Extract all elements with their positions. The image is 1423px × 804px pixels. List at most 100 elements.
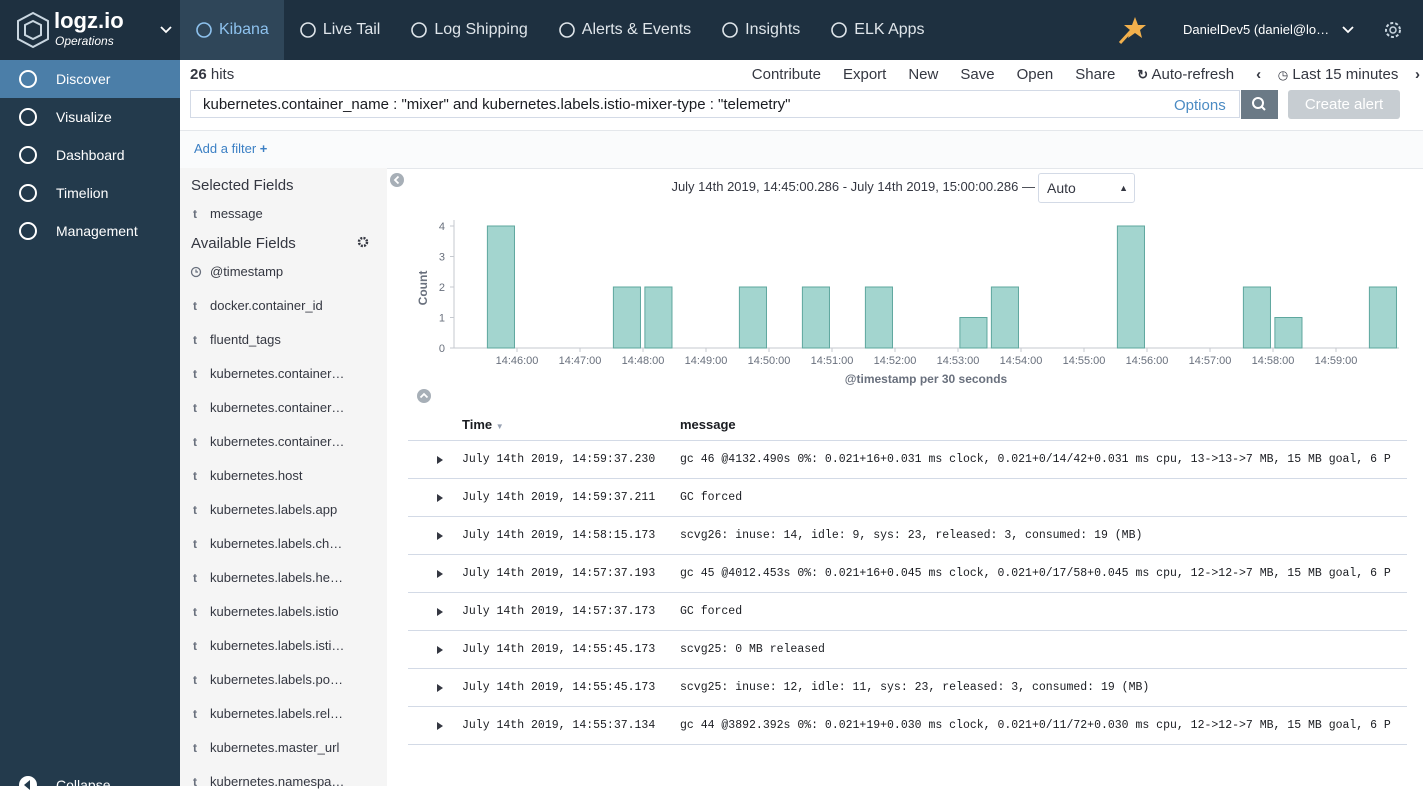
toolbar-action[interactable]: New xyxy=(908,66,939,83)
collapse[interactable]: Collapse xyxy=(0,766,180,804)
table-row: July 14th 2019, 14:58:15.173 scvg26: inus… xyxy=(408,517,1407,555)
toolbar-action[interactable]: Open xyxy=(1016,66,1054,83)
x-tick-label: 14:50:00 xyxy=(748,355,791,367)
field-type: t xyxy=(193,333,197,347)
column-label: Time xyxy=(462,417,493,432)
side-item[interactable]: Timelion xyxy=(0,174,180,212)
field-name[interactable]: kubernetes.labels.ch… xyxy=(210,536,343,551)
hits-count: 26 xyxy=(190,66,207,83)
nav-item[interactable]: ELK Apps xyxy=(815,0,939,60)
query-options[interactable]: Options xyxy=(1174,97,1226,114)
field-name[interactable]: kubernetes.labels.rel… xyxy=(210,706,343,721)
cell-time: July 14th 2019, 14:57:37.193 xyxy=(462,567,656,580)
search-button[interactable] xyxy=(1241,90,1278,119)
y-axis-title: Count xyxy=(416,271,430,306)
table-row: July 14th 2019, 14:55:37.134 gc 44 @3892.… xyxy=(408,707,1407,745)
query-input[interactable]: kubernetes.container_name : "mixer" and … xyxy=(190,90,1240,118)
logo[interactable]: logz.io Operations xyxy=(0,0,180,60)
table-header: Time ▼ message xyxy=(408,408,1407,441)
bar xyxy=(1242,286,1271,349)
field-name[interactable]: message xyxy=(210,206,263,221)
toolbar-action[interactable]: Contribute xyxy=(751,66,821,83)
expand-row[interactable] xyxy=(436,531,444,541)
side-label: Dashboard xyxy=(56,147,125,163)
side-label: Timelion xyxy=(56,185,109,201)
auto-refresh[interactable]: ↻ Auto-refresh xyxy=(1137,66,1235,83)
toolbar-action[interactable]: Save xyxy=(960,66,995,83)
y-tick-label: 3 xyxy=(439,252,445,264)
nav-item[interactable]: Live Tail xyxy=(284,0,396,60)
nav-item[interactable]: Alerts & Events xyxy=(543,0,706,60)
nav-icon xyxy=(411,22,428,38)
query-text: kubernetes.container_name : "mixer" and … xyxy=(203,96,791,113)
side-item[interactable]: Visualize xyxy=(0,98,180,136)
field-name[interactable]: docker.container_id xyxy=(210,298,323,313)
expand-row[interactable] xyxy=(436,721,444,731)
x-tick-label: 14:46:00 xyxy=(496,355,539,367)
user-menu[interactable]: DanielDev5 (daniel@lo… xyxy=(1183,22,1330,37)
field-name[interactable]: kubernetes.labels.po… xyxy=(210,672,343,687)
cell-time: July 14th 2019, 14:55:37.134 xyxy=(462,719,656,732)
field-name[interactable]: kubernetes.container… xyxy=(210,434,345,449)
field-type: t xyxy=(193,537,197,551)
field-name[interactable]: kubernetes.container… xyxy=(210,400,345,415)
field-name[interactable]: kubernetes.host xyxy=(210,468,303,483)
wand-icon[interactable] xyxy=(1117,15,1149,45)
field-name[interactable]: kubernetes.labels.istio xyxy=(210,604,339,619)
side-icon xyxy=(19,108,37,126)
y-tick-label: 2 xyxy=(439,282,445,294)
add-filter-label: Add a filter xyxy=(194,141,257,156)
nav-item[interactable]: Kibana xyxy=(180,0,284,60)
cell-time: July 14th 2019, 14:57:37.173 xyxy=(462,605,656,618)
field-name[interactable]: kubernetes.namespa… xyxy=(210,774,345,789)
x-axis-title: @timestamp per 30 seconds xyxy=(845,372,1008,386)
field-name[interactable]: kubernetes.labels.isti… xyxy=(210,638,345,653)
nav-icon xyxy=(300,22,316,38)
table-row: July 14th 2019, 14:59:37.211 GC forced xyxy=(408,479,1407,517)
field-name[interactable]: fluentd_tags xyxy=(210,332,281,347)
field-name[interactable]: @timestamp xyxy=(210,264,284,279)
field-name[interactable]: kubernetes.labels.he… xyxy=(210,570,343,585)
time-picker[interactable]: ‹ ◷ Last 15 minutes › xyxy=(1256,66,1420,83)
side-label: Discover xyxy=(56,71,111,87)
nav-item[interactable]: Log Shipping xyxy=(395,0,542,60)
create-alert-button[interactable]: Create alert xyxy=(1288,90,1400,119)
bar xyxy=(959,317,988,349)
bar xyxy=(990,286,1019,349)
fields-settings[interactable] xyxy=(357,236,369,248)
collapse-chart[interactable] xyxy=(416,388,432,404)
nav-item[interactable]: Insights xyxy=(706,0,815,60)
x-tick-label: 14:59:00 xyxy=(1315,355,1358,367)
field-type: t xyxy=(193,503,197,517)
field-name[interactable]: kubernetes.master_url xyxy=(210,740,340,755)
side-item[interactable]: Dashboard xyxy=(0,136,180,174)
side-item[interactable]: Discover xyxy=(0,60,180,98)
user-dropdown[interactable] xyxy=(1342,25,1354,35)
nav-icon xyxy=(722,22,738,38)
field-type: t xyxy=(193,571,197,585)
x-tick-label: 14:49:00 xyxy=(685,355,728,367)
expand-row[interactable] xyxy=(436,645,444,655)
cell-message: GC forced xyxy=(680,605,743,618)
expand-row[interactable] xyxy=(436,455,444,465)
field-name[interactable]: kubernetes.labels.app xyxy=(210,502,338,517)
expand-row[interactable] xyxy=(436,569,444,579)
cell-message: scvg25: 0 MB released xyxy=(680,643,825,656)
collapse-fields[interactable] xyxy=(389,172,405,188)
settings-icon[interactable] xyxy=(1383,20,1403,40)
add-filter[interactable]: Add a filter + xyxy=(194,141,268,156)
x-tick-label: 14:47:00 xyxy=(559,355,602,367)
expand-row[interactable] xyxy=(436,607,444,617)
column-header[interactable]: Time ▼ xyxy=(462,417,504,432)
field-panel: Selected Fields Available Fields t messag… xyxy=(180,168,387,789)
toolbar-action[interactable]: Share xyxy=(1075,66,1116,83)
field-name[interactable]: kubernetes.container… xyxy=(210,366,345,381)
side-label: Management xyxy=(56,223,138,239)
expand-row[interactable] xyxy=(436,493,444,503)
table-row: July 14th 2019, 14:57:37.173 GC forced xyxy=(408,593,1407,631)
side-item[interactable]: Management xyxy=(0,212,180,250)
interval-select[interactable]: Auto ▲ xyxy=(1038,173,1135,203)
expand-row[interactable] xyxy=(436,683,444,693)
field-type: t xyxy=(193,605,197,619)
toolbar-action[interactable]: Export xyxy=(842,66,887,83)
